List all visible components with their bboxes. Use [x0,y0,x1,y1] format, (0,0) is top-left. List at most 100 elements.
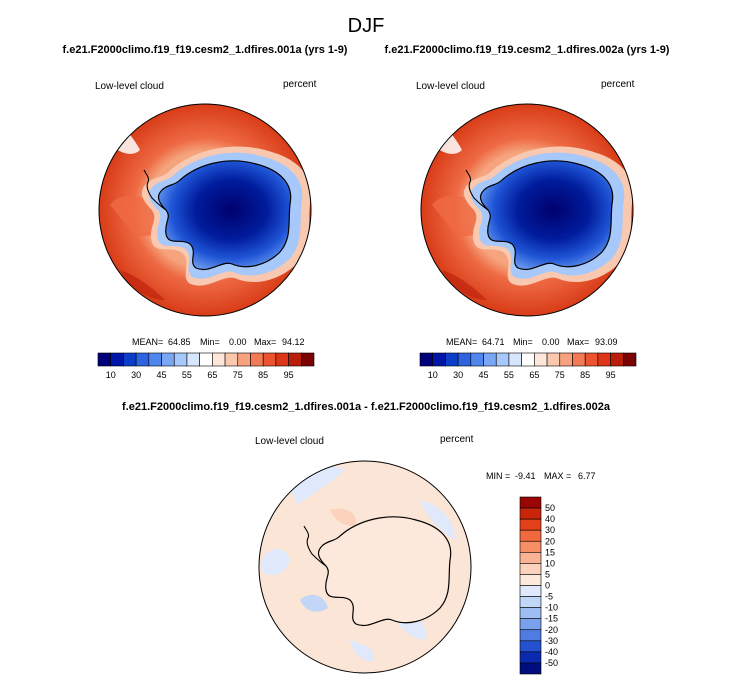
colorbar-swatch [457,352,472,367]
panel-1-map-border [98,103,312,317]
colorbar-swatch [519,507,542,520]
colorbar-tick-label: 10 [106,370,116,380]
colorbar-swatch [110,352,124,367]
colorbar-tick-label: -30 [545,636,558,646]
colorbar-swatch [519,629,542,642]
panel-2: f.e21.F2000climo.f19_f19.cesm2_1.dfires.… [385,44,670,380]
panel-2-colorbar: 10 30 45 55 65 75 85 95 [419,352,637,380]
colorbar-swatch [445,352,459,367]
colorbar-swatch [521,352,535,367]
colorbar-swatch [97,352,112,367]
panel-2-variable-label: Low-level cloud [416,81,485,92]
colorbar-swatch [519,563,542,575]
colorbar-swatch [546,352,561,367]
panel-1-title: f.e21.F2000climo.f19_f19.cesm2_1.dfires.… [63,44,348,56]
colorbar-swatch [622,352,637,367]
colorbar-tick-label: 50 [545,503,555,513]
panel-2-map [421,104,633,316]
colorbar-swatch [135,352,150,367]
panel-1: f.e21.F2000climo.f19_f19.cesm2_1.dfires.… [63,44,348,380]
colorbar-tick-label: 85 [258,370,268,380]
colorbar-swatch [186,352,200,367]
panel-2-title: f.e21.F2000climo.f19_f19.cesm2_1.dfires.… [385,44,670,56]
colorbar-tick-label: -15 [545,614,558,624]
colorbar-swatch [123,352,137,367]
colorbar-tick-label: 95 [284,370,294,380]
colorbar-swatch [534,352,548,367]
panel-1-mean-value: 64.85 [168,337,191,347]
colorbar-swatch [288,352,302,367]
colorbar-tick-label: 15 [545,547,555,557]
colorbar-swatch [519,640,542,653]
colorbar-swatch [237,352,251,367]
colorbar-tick-label: 0 [545,581,550,591]
colorbar-tick-label: -50 [545,658,558,668]
colorbar-swatch [519,552,542,564]
colorbar-tick-label: 75 [233,370,243,380]
panel-2-mean-label: MEAN= [446,337,477,347]
panel-2-mean-value: 64.71 [482,337,505,347]
panel-1-min-value: 0.00 [229,337,247,347]
colorbar-swatch [519,618,542,631]
panel-2-max-label: Max= [567,337,589,347]
colorbar-swatch [250,352,264,367]
panel-1-units-label: percent [283,79,317,90]
colorbar-swatch [519,518,542,531]
panel-3: f.e21.F2000climo.f19_f19.cesm2_1.dfires.… [122,401,611,675]
panel-1-max-label: Max= [254,337,276,347]
colorbar-swatch [148,352,162,367]
colorbar-tick-label: 55 [504,370,514,380]
colorbar-tick-label: 30 [545,525,555,535]
colorbar-tick-label: 75 [555,370,565,380]
colorbar-swatch [610,352,624,367]
colorbar-swatch [508,352,522,367]
colorbar-swatch [173,352,188,367]
colorbar-swatch [584,352,599,367]
colorbar-swatch [519,540,542,553]
colorbar-tick-label: 5 [545,569,550,579]
colorbar-swatch [262,352,277,367]
panel-1-map [99,104,311,316]
colorbar-tick-label: 45 [479,370,489,380]
colorbar-tick-label: 30 [131,370,141,380]
colorbar-tick-label: 10 [428,370,438,380]
colorbar-swatch [519,574,542,586]
colorbar-tick-label: -40 [545,647,558,657]
panel-3-title: f.e21.F2000climo.f19_f19.cesm2_1.dfires.… [122,401,611,413]
colorbar-tick-label: -5 [545,592,553,602]
panel-3-variable-label: Low-level cloud [255,436,324,447]
colorbar-swatch [275,352,289,367]
colorbar-swatch [519,651,542,664]
colorbar-tick-label: -20 [545,625,558,635]
colorbar-tick-label: 30 [453,370,463,380]
colorbar-swatch [199,352,213,367]
colorbar-swatch [432,352,446,367]
colorbar-swatch [519,607,542,619]
colorbar-swatch [519,596,542,608]
colorbar-tick-label: 65 [207,370,217,380]
colorbar-swatch [300,352,315,367]
colorbar-swatch [470,352,484,367]
panel-2-units-label: percent [601,79,635,90]
panel-3-max-label: MAX = [544,471,571,481]
colorbar-swatch [519,496,542,509]
panel-2-max-value: 93.09 [595,337,618,347]
panel-1-max-value: 94.12 [282,337,305,347]
colorbar-tick-label: 55 [182,370,192,380]
panel-2-map-border [420,103,634,317]
panel-1-mean-label: MEAN= [132,337,163,347]
colorbar-swatch [212,352,226,367]
colorbar-swatch [519,529,542,542]
colorbar-tick-label: 10 [545,558,555,568]
panel-1-variable-label: Low-level cloud [95,81,164,92]
panel-3-min-label: MIN = [486,471,510,481]
colorbar-swatch [495,352,510,367]
colorbar-swatch [519,662,542,675]
colorbar-swatch [224,352,239,367]
colorbar-swatch [559,352,573,367]
colorbar-swatch [572,352,586,367]
panel-3-map-border [258,460,472,674]
panel-3-min-value: -9.41 [515,471,536,481]
